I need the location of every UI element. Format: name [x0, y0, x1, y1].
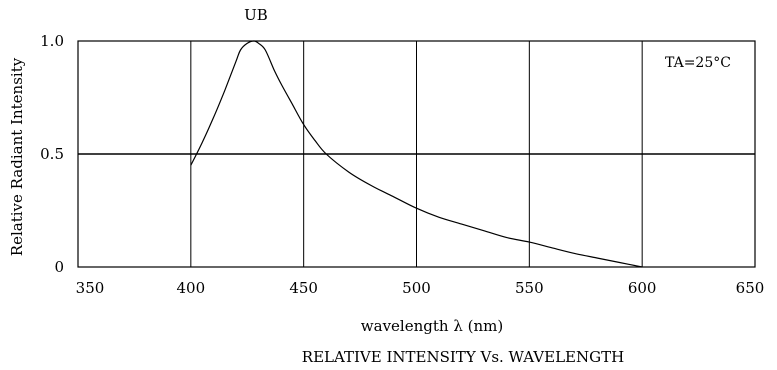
y-tick-label-0.5: 0.5: [40, 145, 64, 163]
series-label-ub: UB: [244, 6, 268, 24]
temperature-annotation: TA=25°C: [665, 55, 731, 71]
series-line-ub: [190, 40, 643, 268]
y-tick-label-0: 0: [54, 258, 64, 276]
x-tick-label-650: 650: [736, 279, 765, 297]
x-tick-label-600: 600: [628, 279, 657, 297]
chart-title: RELATIVE INTENSITY Vs. WAVELENGTH: [302, 348, 624, 366]
x-tick-label-350: 350: [76, 279, 105, 297]
y-axis-label: Relative Radiant Intensity: [8, 57, 26, 256]
y-axis-ticks: 0 0.5 1.0: [40, 32, 64, 276]
x-axis-ticks: 350 400 450 500 550 600 650: [76, 279, 765, 297]
plot-frame: [77, 40, 756, 268]
grid: [78, 41, 755, 267]
x-tick-label-500: 500: [402, 279, 431, 297]
x-tick-label-550: 550: [515, 279, 544, 297]
x-tick-label-400: 400: [177, 279, 206, 297]
x-axis-label: wavelength λ (nm): [361, 317, 503, 335]
x-tick-label-450: 450: [289, 279, 318, 297]
y-tick-label-1.0: 1.0: [40, 32, 64, 50]
